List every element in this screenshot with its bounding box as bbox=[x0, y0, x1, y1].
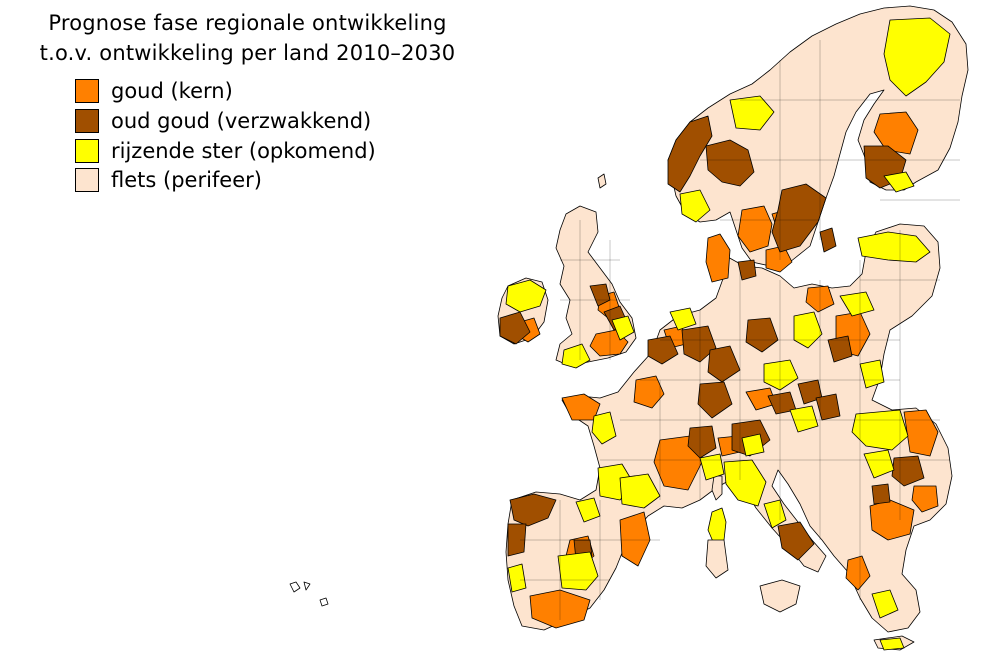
legend-item-oud-goud: oud goud (verzwakkend) bbox=[75, 108, 371, 134]
legend-swatch-oud-goud bbox=[75, 109, 99, 133]
region-rijzend-benelux bbox=[669, 307, 697, 331]
goud-regions bbox=[517, 111, 939, 629]
region-sicily bbox=[759, 579, 801, 613]
legend-swatch-flets bbox=[75, 168, 99, 192]
region-rijzend-uk-e bbox=[611, 315, 635, 341]
region-rijzend-norway-s bbox=[679, 189, 711, 223]
region-rijzend-portugal bbox=[507, 563, 527, 593]
region-oud-norway-c bbox=[705, 139, 755, 187]
region-rijzend-france-s bbox=[619, 473, 661, 509]
region-sardinia-south bbox=[705, 539, 729, 579]
legend-label-oud-goud: oud goud (verzwakkend) bbox=[111, 109, 372, 133]
region-rijzend-crete bbox=[879, 637, 905, 651]
region-sardinia bbox=[707, 507, 727, 545]
region-rijzend-baltic bbox=[857, 231, 931, 263]
region-rijzend-germany bbox=[763, 359, 799, 391]
region-oud-germany-s bbox=[697, 381, 733, 419]
region-rijzend-greece bbox=[871, 589, 899, 619]
region-goud-greece bbox=[845, 555, 871, 591]
region-faroe bbox=[597, 173, 607, 189]
legend-item-goud: goud (kern) bbox=[75, 78, 233, 104]
region-oud-sweden bbox=[771, 183, 827, 253]
legend-item-flets: flets (perifeer) bbox=[75, 167, 262, 193]
region-rijzend-finland-n bbox=[883, 17, 951, 97]
region-oud-denmark bbox=[737, 259, 757, 281]
region-rijzend-finland-s bbox=[883, 171, 915, 193]
legend-label-rijzende-ster: rijzende ster (opkomend) bbox=[111, 139, 376, 163]
region-oud-poland bbox=[827, 335, 853, 363]
region-rijzend-ireland bbox=[505, 279, 547, 313]
region-rijzend-italy-s bbox=[763, 499, 787, 529]
oud-goud-regions bbox=[499, 115, 925, 561]
legend-item-rijzende-ster: rijzende ster (opkomend) bbox=[75, 138, 376, 164]
region-goud-finland bbox=[873, 111, 919, 155]
region-oud-portugal-c bbox=[507, 523, 527, 557]
region-goud-oslo bbox=[737, 205, 773, 253]
region-oud-france bbox=[687, 425, 717, 459]
legend-label-goud: goud (kern) bbox=[111, 79, 233, 103]
region-rijzend-poland-n bbox=[839, 291, 875, 317]
region-oud-ireland bbox=[499, 311, 531, 345]
region-borders bbox=[520, 40, 960, 620]
region-oud-germany-e bbox=[745, 317, 779, 353]
region-rijzend-poland bbox=[793, 311, 823, 349]
region-rijzend-wales bbox=[561, 343, 591, 369]
region-oud-italy-s bbox=[777, 521, 815, 561]
region-rijzend-spain-c bbox=[557, 551, 599, 591]
region-goud-paris bbox=[633, 375, 665, 409]
legend-swatch-goud bbox=[75, 79, 99, 103]
region-oud-germany-w bbox=[681, 325, 717, 363]
region-rijzend-norway-n bbox=[729, 95, 775, 131]
legend-swatch-rijzende-ster bbox=[75, 139, 99, 163]
map-title-line-2: t.o.v. ontwikkeling per land 2010–2030 bbox=[39, 41, 456, 65]
region-goud-spain-east bbox=[619, 511, 651, 567]
region-islands-west bbox=[289, 581, 329, 607]
region-rijzend-czech bbox=[741, 433, 765, 457]
region-rijzend-balkan bbox=[863, 449, 895, 479]
region-goud-bretagne bbox=[561, 393, 601, 421]
region-rijzend-switzerland bbox=[699, 453, 725, 481]
region-oud-belgium bbox=[647, 335, 679, 365]
region-rijzend-austria bbox=[789, 405, 819, 433]
region-goud-denmark bbox=[705, 233, 731, 283]
region-goud-romania bbox=[903, 409, 939, 457]
region-goud-romania-s bbox=[911, 485, 939, 513]
region-rijzend-france-w bbox=[591, 411, 617, 445]
region-oud-baltic bbox=[819, 227, 837, 253]
region-oud-germany-c bbox=[707, 345, 741, 383]
region-corsica bbox=[711, 475, 723, 501]
legend-label-flets: flets (perifeer) bbox=[111, 168, 262, 192]
region-oud-bulgaria bbox=[871, 483, 891, 505]
map-title-line-1: Prognose fase regionale ontwikkeling bbox=[48, 11, 447, 35]
region-oud-portugal bbox=[509, 493, 557, 527]
